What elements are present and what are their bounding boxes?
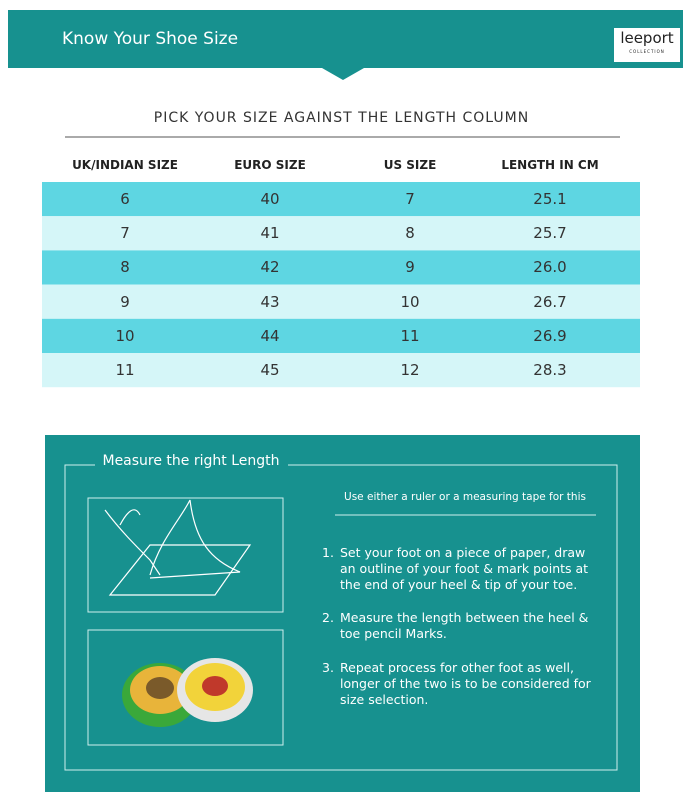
- table-cell: 7: [120, 224, 130, 243]
- table-cell: 8: [405, 224, 415, 243]
- table-cell: 11: [115, 361, 135, 379]
- row-background: [42, 318, 640, 353]
- foot-image-frame: [87, 497, 284, 613]
- step-text: Set your foot on a piece of paper, draw …: [340, 545, 589, 592]
- step-text: Repeat process for other foot as well, l…: [340, 660, 591, 707]
- table-cell: 10: [115, 326, 135, 345]
- step-number: 2.: [322, 610, 334, 625]
- table-cell: 26.0: [533, 258, 567, 277]
- row-background: [42, 216, 640, 251]
- step: 3. Repeat process for other foot as well,…: [322, 660, 597, 708]
- table-cell: 9: [120, 292, 130, 311]
- table-cell: 8: [120, 258, 130, 277]
- step-number: 1.: [322, 545, 334, 560]
- logo-box: [614, 28, 680, 62]
- table-cell: 26.9: [533, 326, 567, 345]
- table-cell: 40: [260, 190, 280, 208]
- row-background: [42, 353, 640, 388]
- foot-sketch: [104, 499, 252, 596]
- tape-image-frame: [87, 629, 284, 746]
- step-number: 3.: [322, 660, 334, 675]
- table-cell: 44: [260, 326, 280, 345]
- table-caption: PICK YOUR SIZE AGAINST THE LENGTH COLUMN: [153, 110, 530, 126]
- table-cell: 25.7: [533, 224, 567, 243]
- instructions-panel: [45, 435, 640, 792]
- step: 2. Measure the length between the heel & …: [322, 610, 597, 642]
- panel-frame: [64, 464, 618, 771]
- table-cell: 26.7: [533, 292, 567, 311]
- table-cell: 10: [400, 292, 420, 311]
- logo-subtitle: COLLECTION: [629, 49, 665, 54]
- column-header: US SIZE: [383, 158, 437, 172]
- table-cell: 12: [400, 361, 420, 379]
- step: 1. Set your foot on a piece of paper, dra…: [322, 545, 597, 593]
- column-header: UK/INDIAN SIZE: [72, 158, 178, 172]
- column-header: LENGTH IN CM: [501, 158, 599, 172]
- row-background: [42, 250, 640, 285]
- tape-sketch: [122, 658, 253, 727]
- table-cell: 6: [120, 190, 130, 208]
- instructions-title: Measure the right Length: [102, 453, 280, 469]
- banner-notch: [322, 68, 364, 80]
- table-cell: 28.3: [533, 361, 567, 379]
- row-background: [42, 284, 640, 319]
- row-background: [42, 182, 640, 217]
- table-cell: 45: [260, 361, 280, 379]
- step-text: Measure the length between the heel & to…: [340, 610, 589, 641]
- header-title: Know Your Shoe Size: [62, 29, 239, 49]
- table-cell: 7: [405, 190, 415, 208]
- table-cell: 11: [400, 326, 420, 345]
- table-cell: 25.1: [533, 190, 567, 208]
- logo: leeport: [620, 29, 674, 47]
- table-cell: 9: [405, 258, 415, 277]
- column-header: EURO SIZE: [234, 158, 306, 172]
- table-cell: 41: [260, 224, 280, 243]
- table-cell: 42: [260, 258, 280, 277]
- instructions-note: Use either a ruler or a measuring tape f…: [344, 491, 586, 503]
- table-cell: 43: [260, 292, 280, 311]
- header-banner: [8, 10, 683, 68]
